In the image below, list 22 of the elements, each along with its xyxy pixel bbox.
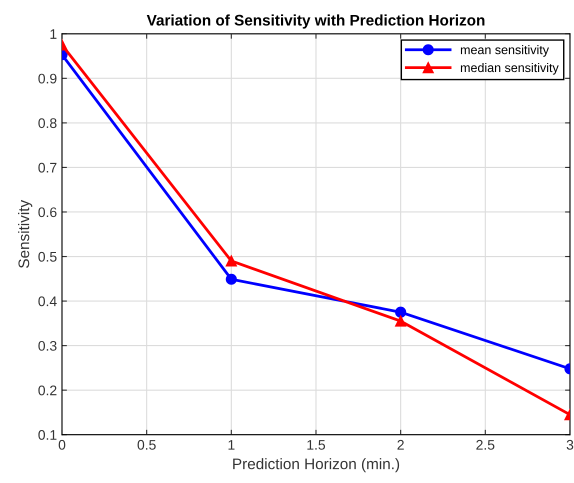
y-tick-label: 1: [50, 29, 56, 39]
x-tick-label: 0.5: [138, 440, 156, 450]
y-tick-label: 0.7: [38, 162, 56, 173]
legend-label: mean sensitivity: [460, 45, 549, 57]
x-tick-label: 1.5: [307, 440, 326, 450]
y-tick-label: 0.9: [38, 74, 56, 84]
y-axis-title: Sensitivity: [18, 200, 32, 268]
chart-title: Variation of Sensitivity with Prediction Horizon: [146, 14, 484, 29]
x-tick-label: 2: [397, 440, 404, 450]
y-tick-label: 0.8: [38, 118, 57, 128]
x-tick-label: 0: [58, 440, 66, 450]
legend-label: median sensitivity: [460, 62, 559, 75]
x-tick-label: 2.5: [476, 440, 494, 450]
y-tick-label: 0.6: [38, 207, 57, 218]
y-tick-label: 0.5: [38, 252, 57, 262]
x-axis-title: Prediction Horizon (min.): [233, 458, 400, 472]
x-tick-label: 3: [566, 440, 574, 450]
y-tick-label: 0.2: [38, 385, 56, 396]
y-tick-label: 0.4: [38, 296, 57, 306]
y-tick-label: 0.1: [38, 430, 56, 440]
y-tick-label: 0.3: [38, 340, 57, 351]
x-tick-label: 1: [228, 440, 235, 450]
